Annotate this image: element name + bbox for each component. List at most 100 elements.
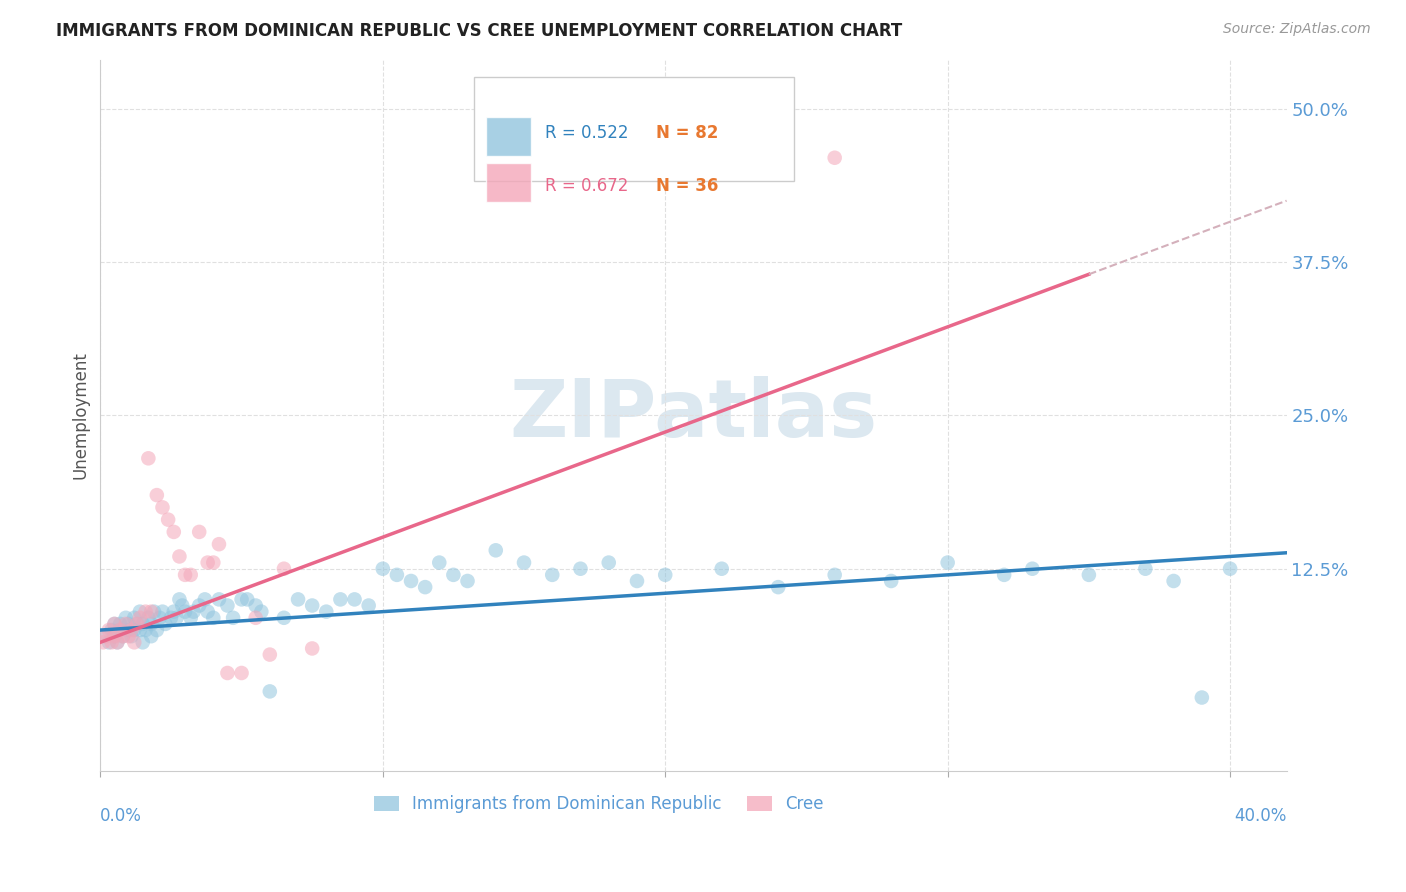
Point	[111, 629, 134, 643]
Point	[138, 451, 160, 466]
Point	[824, 567, 846, 582]
Point	[146, 623, 169, 637]
Point	[654, 567, 676, 582]
Point	[180, 611, 202, 625]
Point	[329, 592, 352, 607]
Point	[152, 605, 174, 619]
Point	[273, 611, 295, 625]
Point	[97, 623, 120, 637]
Point	[103, 616, 125, 631]
Point	[155, 616, 177, 631]
Point	[149, 611, 172, 625]
Point	[259, 648, 281, 662]
Text: N = 36: N = 36	[655, 177, 718, 194]
Point	[626, 574, 648, 588]
Point	[1163, 574, 1185, 588]
Point	[100, 635, 122, 649]
Point	[120, 623, 142, 637]
Point	[128, 605, 150, 619]
Point	[183, 605, 205, 619]
Point	[117, 629, 139, 643]
Point	[141, 605, 163, 619]
Text: R = 0.522: R = 0.522	[546, 123, 628, 142]
Point	[485, 543, 508, 558]
Point	[132, 616, 155, 631]
Point	[120, 629, 142, 643]
Text: R = 0.672: R = 0.672	[546, 177, 628, 194]
Point	[427, 556, 450, 570]
Text: IMMIGRANTS FROM DOMINICAN REPUBLIC VS CREE UNEMPLOYMENT CORRELATION CHART: IMMIGRANTS FROM DOMINICAN REPUBLIC VS CR…	[56, 22, 903, 40]
Point	[135, 605, 157, 619]
FancyBboxPatch shape	[474, 78, 794, 180]
Point	[231, 665, 253, 680]
Point	[160, 611, 183, 625]
Point	[208, 592, 231, 607]
Point	[172, 599, 194, 613]
Point	[413, 580, 436, 594]
Point	[117, 616, 139, 631]
Point	[125, 616, 148, 631]
Point	[315, 605, 337, 619]
Y-axis label: Unemployment: Unemployment	[72, 351, 89, 479]
Point	[169, 592, 191, 607]
Point	[301, 641, 323, 656]
Point	[169, 549, 191, 564]
Text: Source: ZipAtlas.com: Source: ZipAtlas.com	[1223, 22, 1371, 37]
Point	[163, 524, 186, 539]
Point	[343, 592, 366, 607]
Point	[180, 567, 202, 582]
Point	[141, 629, 163, 643]
Point	[287, 592, 309, 607]
Point	[1219, 562, 1241, 576]
Point	[166, 611, 188, 625]
Point	[138, 611, 160, 625]
Point	[766, 580, 789, 594]
Point	[993, 567, 1015, 582]
Text: 40.0%: 40.0%	[1234, 806, 1286, 825]
Point	[125, 616, 148, 631]
Point	[108, 623, 131, 637]
Point	[132, 635, 155, 649]
Point	[217, 665, 239, 680]
Point	[122, 635, 145, 649]
Point	[357, 599, 380, 613]
Point	[103, 616, 125, 631]
Point	[174, 567, 197, 582]
Point	[202, 611, 225, 625]
Point	[222, 611, 245, 625]
Point	[399, 574, 422, 588]
Point	[824, 151, 846, 165]
Point	[236, 592, 259, 607]
Point	[371, 562, 394, 576]
Point	[105, 635, 128, 649]
Point	[259, 684, 281, 698]
Text: ZIPatlas: ZIPatlas	[509, 376, 877, 454]
Point	[569, 562, 592, 576]
Point	[117, 623, 139, 637]
Point	[1077, 567, 1099, 582]
Point	[105, 635, 128, 649]
Point	[135, 623, 157, 637]
FancyBboxPatch shape	[486, 162, 531, 202]
Point	[122, 611, 145, 625]
Point	[441, 567, 464, 582]
Point	[936, 556, 959, 570]
Point	[141, 616, 163, 631]
Point	[197, 605, 219, 619]
Point	[157, 513, 180, 527]
Point	[128, 611, 150, 625]
Point	[1135, 562, 1157, 576]
Point	[598, 556, 620, 570]
Point	[122, 623, 145, 637]
Point	[174, 605, 197, 619]
Point	[457, 574, 479, 588]
Point	[94, 629, 117, 643]
Point	[188, 524, 211, 539]
Point	[1021, 562, 1043, 576]
Point	[152, 500, 174, 515]
Point	[194, 592, 217, 607]
Point	[143, 605, 166, 619]
Point	[128, 623, 150, 637]
Point	[541, 567, 564, 582]
Point	[111, 629, 134, 643]
